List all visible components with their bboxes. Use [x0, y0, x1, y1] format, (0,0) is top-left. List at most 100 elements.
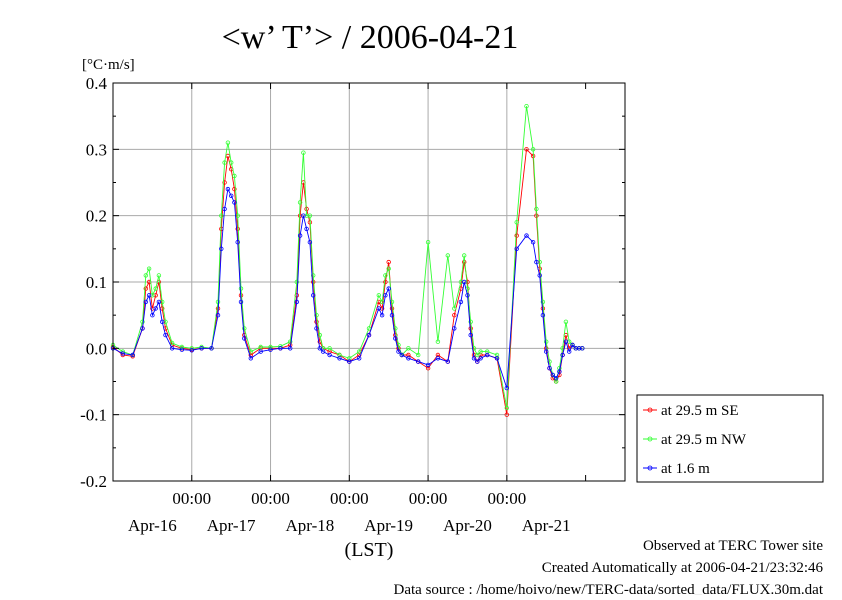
- series-point-2: [563, 339, 569, 344]
- series-point-2: [547, 366, 552, 371]
- legend-label: at 29.5 m NW: [661, 432, 747, 448]
- series-point-2: [471, 356, 477, 361]
- series-point-2: [314, 326, 319, 331]
- series-point-2: [557, 369, 562, 374]
- series-point-2: [445, 359, 450, 364]
- series-point-1: [228, 160, 234, 165]
- series-point-1: [540, 299, 546, 305]
- series-point-2: [297, 233, 303, 238]
- series-point-1: [468, 319, 473, 324]
- series-point-1: [199, 344, 204, 350]
- series-point-1: [514, 220, 519, 225]
- date-label: Apr-18: [286, 516, 335, 535]
- series-point-2: [406, 356, 411, 361]
- series-point-0: [143, 286, 148, 291]
- series-point-1: [544, 339, 549, 344]
- series-point-1: [169, 340, 175, 346]
- series-point-0: [462, 259, 467, 265]
- series-point-2: [179, 347, 185, 352]
- series-point-1: [406, 346, 411, 351]
- series-point-2: [219, 246, 224, 251]
- series-point-1: [357, 349, 362, 354]
- series-point-2: [462, 279, 467, 285]
- series-point-2: [140, 326, 145, 331]
- series-point-1: [311, 273, 316, 278]
- series-point-2: [494, 356, 500, 361]
- series-point-1: [475, 352, 480, 358]
- y-tick-label: 0.1: [86, 273, 107, 292]
- series-point-2: [399, 352, 404, 358]
- series-point-1: [232, 173, 237, 179]
- series-point-2: [485, 352, 490, 358]
- series-point-2: [248, 356, 253, 361]
- series-point-1: [416, 352, 421, 358]
- series-point-2: [376, 306, 381, 311]
- series-point-1: [301, 150, 306, 155]
- series-point-2: [524, 233, 529, 238]
- y-tick-label: -0.1: [80, 406, 107, 425]
- series-point-2: [120, 351, 125, 356]
- series-point-2: [416, 359, 421, 364]
- series-point-1: [524, 103, 529, 109]
- series-point-2: [258, 349, 263, 354]
- series-point-1: [179, 344, 185, 350]
- series-point-1: [386, 266, 391, 271]
- series-point-2: [379, 313, 385, 318]
- series-point-0: [383, 279, 388, 285]
- x-axis-label: (LST): [345, 539, 394, 561]
- series-point-1: [143, 273, 148, 278]
- date-label: Apr-16: [128, 516, 177, 535]
- series-point-2: [452, 326, 457, 331]
- y-axis: -0.2 -0.1 0.0 0.1 0.2 0.3 0.4: [80, 74, 625, 491]
- date-label: Apr-21: [522, 516, 571, 535]
- y-tick-label: 0.3: [86, 140, 107, 159]
- series-point-1: [225, 140, 231, 145]
- series-point-1: [530, 147, 536, 152]
- legend-label: at 1.6 m: [661, 461, 710, 477]
- series-point-2: [475, 359, 480, 364]
- series-point-1: [366, 326, 372, 331]
- series-point-2: [567, 349, 572, 354]
- series-point-2: [570, 342, 575, 348]
- series-point-1: [504, 405, 509, 411]
- series-point-1: [383, 273, 388, 278]
- series-point-2: [504, 385, 509, 391]
- legend-box: [636, 394, 824, 483]
- series-point-2: [357, 356, 362, 361]
- series-point-2: [366, 332, 372, 338]
- series-point-1: [288, 339, 293, 344]
- series-point-2: [153, 306, 158, 311]
- series-point-2: [294, 299, 299, 305]
- series-point-1: [153, 286, 158, 291]
- series-point-2: [130, 352, 135, 358]
- series-point-2: [468, 332, 473, 338]
- legend-swatch-marker: [647, 436, 653, 442]
- date-label: Apr-20: [443, 516, 492, 535]
- series-point-1: [238, 286, 244, 291]
- series-point-2: [301, 213, 306, 218]
- y-tick-label: 0.4: [86, 74, 108, 93]
- series-layer: [110, 103, 585, 417]
- x-tick-label: 00:00: [409, 489, 448, 508]
- series-point-1: [156, 273, 162, 278]
- series-point-2: [465, 293, 470, 298]
- series-point-1: [222, 160, 227, 165]
- legend-swatch-marker: [647, 465, 653, 471]
- series-point-2: [580, 346, 585, 351]
- series-point-0: [314, 319, 319, 324]
- series-point-1: [327, 346, 332, 351]
- legend: at 29.5 m SE at 29.5 m NW at 1.6 m: [636, 394, 824, 483]
- y-tick-label: 0.0: [86, 339, 107, 358]
- series-point-1: [435, 339, 441, 344]
- series-point-2: [242, 336, 247, 341]
- series-point-2: [478, 356, 483, 361]
- series-point-2: [425, 362, 431, 368]
- series-point-1: [242, 326, 247, 331]
- series-point-2: [386, 286, 391, 291]
- series-point-1: [563, 319, 569, 324]
- series-point-1: [215, 299, 221, 305]
- series-point-0: [235, 226, 240, 232]
- x-axis: 00:00 00:00 00:00 00:00 00:00 Apr-16 Apr-17 Apr…: [128, 83, 587, 535]
- series-point-1: [314, 313, 319, 318]
